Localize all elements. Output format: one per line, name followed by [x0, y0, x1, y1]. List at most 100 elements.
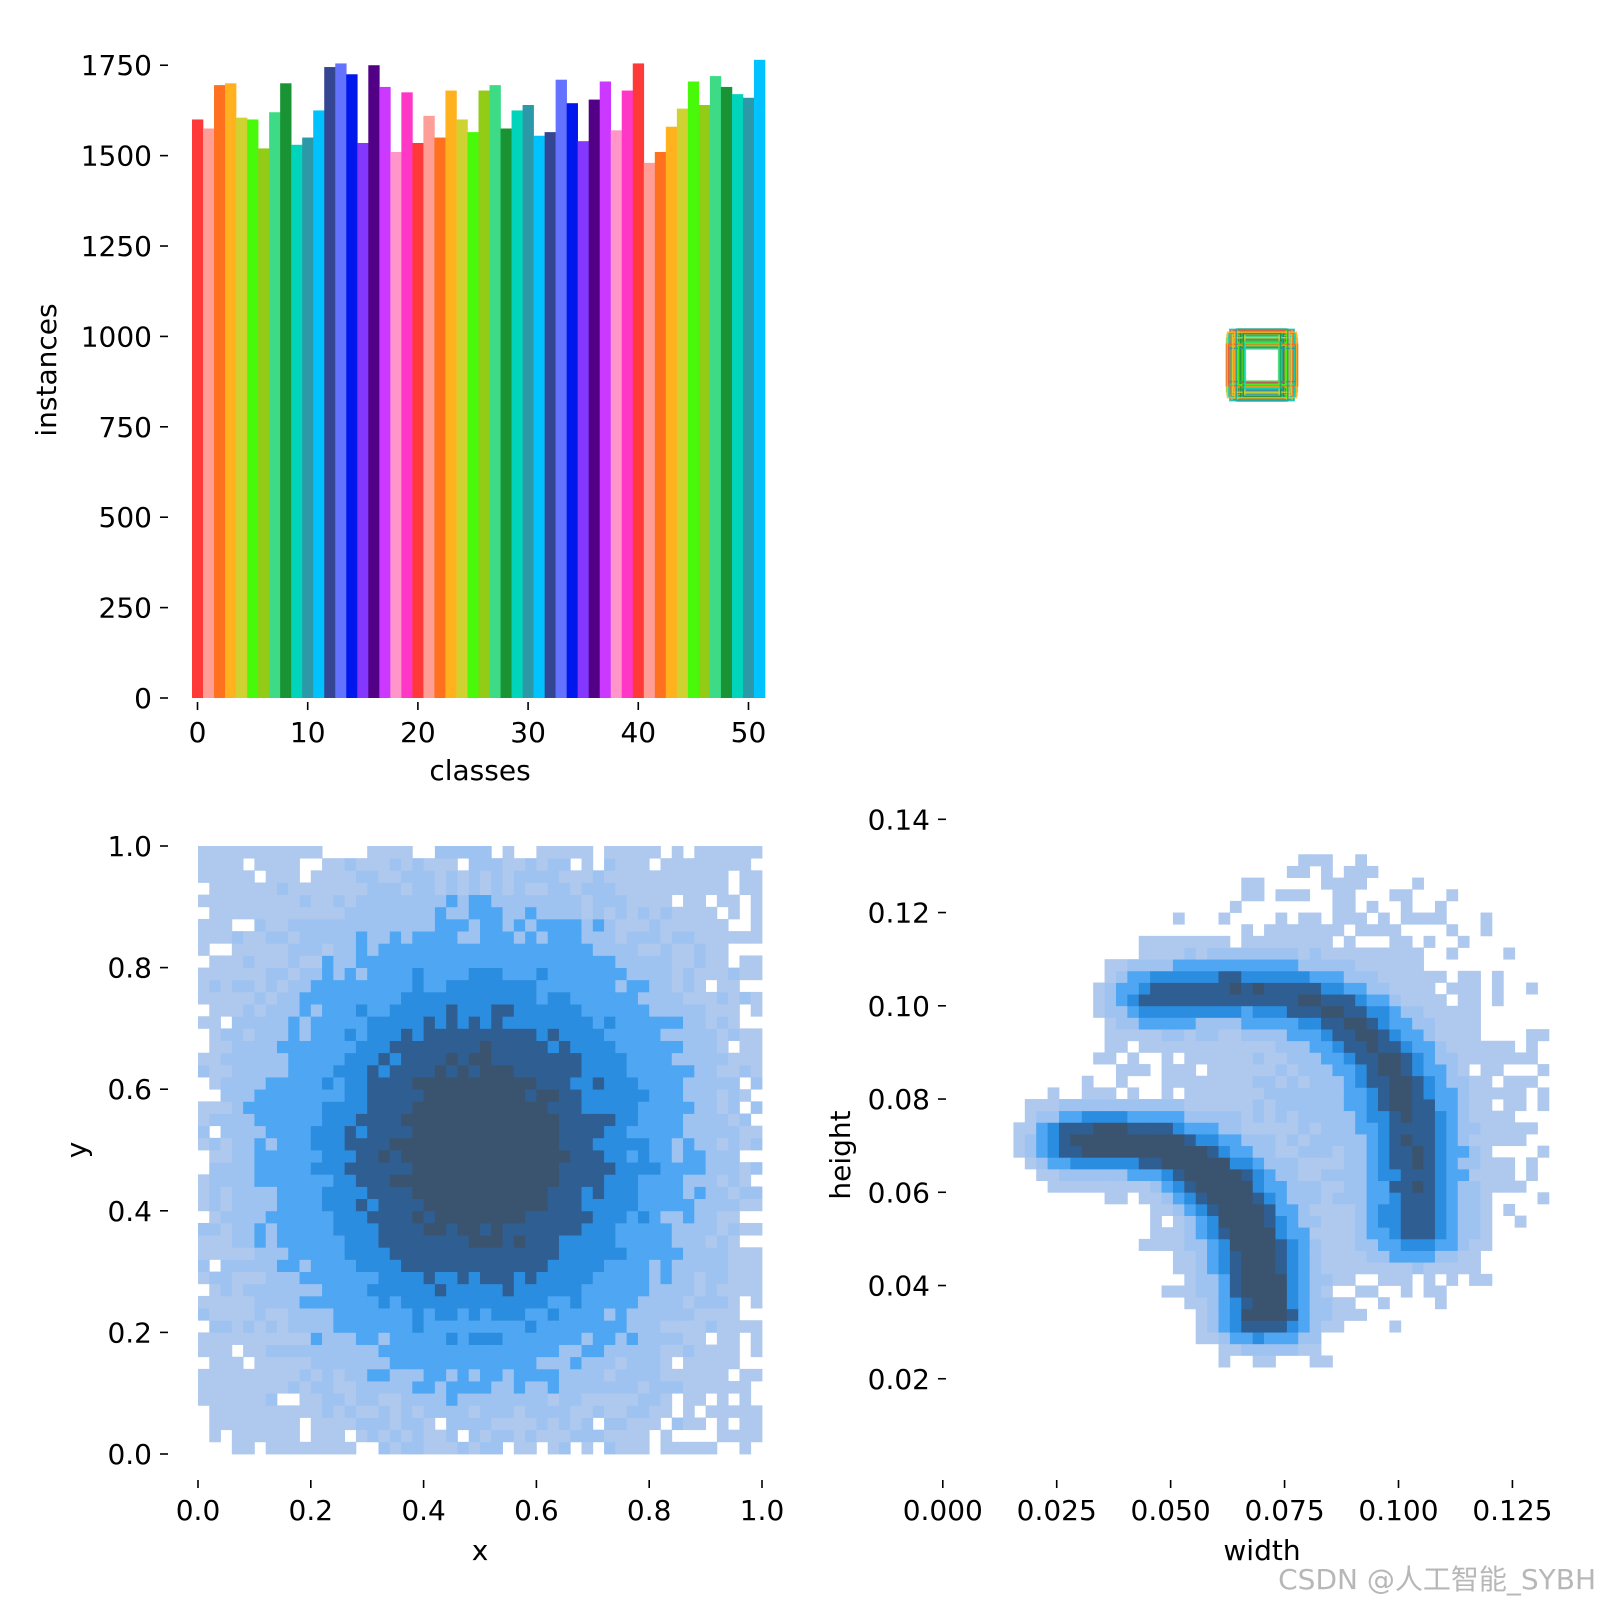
xy-heatmap-cell: [491, 1332, 503, 1345]
xy-heatmap-cell: [592, 943, 605, 956]
wh-heatmap-cell: [1355, 1238, 1367, 1251]
wh-heatmap-cell: [1423, 1238, 1436, 1251]
xy-heatmap-cell: [558, 1101, 571, 1114]
wh-heatmap-cell: [1389, 1087, 1402, 1100]
wh-heatmap-cell: [1286, 982, 1299, 995]
xy-heatmap-cell: [333, 1295, 346, 1309]
wh-heatmap-cell: [1172, 1134, 1185, 1147]
xy-heatmap-cell: [728, 931, 740, 944]
xy-heatmap-cell: [198, 1125, 210, 1139]
xy-heatmap-cell: [446, 1028, 458, 1041]
wh-heatmap-cell: [1275, 1238, 1288, 1251]
xy-heatmap-cell: [649, 1137, 661, 1151]
wh-heatmap-cell: [1036, 1110, 1048, 1123]
xy-heatmap-cell: [592, 1259, 605, 1272]
wh-heatmap-cell: [1229, 1017, 1242, 1030]
xy-heatmap-cell: [468, 1441, 481, 1455]
xy-heatmap-cell: [243, 1308, 255, 1321]
xy-heatmap-cell: [728, 1344, 740, 1358]
wh-heatmap-cell: [1514, 1215, 1527, 1228]
xy-heatmap-cell: [446, 1295, 458, 1309]
wh-heatmap-cell: [1207, 947, 1219, 960]
wh-heatmap-cell: [1491, 1110, 1504, 1123]
xy-heatmap-cell: [683, 1295, 695, 1309]
xy-heatmap-cell: [265, 1150, 278, 1163]
xy-heatmap-cell: [683, 1113, 695, 1127]
wh-heatmap-cell: [1321, 1052, 1333, 1065]
wh-heatmap-cell: [1309, 1099, 1322, 1112]
wh-heatmap-cell: [1275, 1343, 1288, 1356]
wh-heatmap-cell: [1264, 1285, 1276, 1298]
wh-heatmap-cell: [1218, 994, 1231, 1007]
classes-y-tick-label: 1500: [81, 140, 152, 173]
wh-heatmap-cell: [1343, 935, 1356, 948]
wh-heatmap-cell: [1514, 1122, 1527, 1135]
xy-heatmap-cell: [198, 1295, 210, 1309]
wh-heatmap-cell: [1275, 1005, 1288, 1018]
xy-heatmap-cell: [480, 1295, 492, 1309]
xy-heatmap-cell: [728, 858, 740, 871]
xy-heatmap-cell: [457, 1259, 470, 1272]
xy-heatmap-cell: [547, 1222, 560, 1236]
xy-heatmap-cell: [705, 1247, 718, 1260]
wh-heatmap-cell: [1195, 1192, 1208, 1205]
wh-heatmap-cell: [1207, 1075, 1219, 1088]
xy-heatmap-cell: [525, 967, 537, 981]
xy-heatmap-cell: [423, 1441, 436, 1455]
wh-heatmap-cell: [1207, 1145, 1219, 1158]
wh-heatmap-cell: [1332, 1203, 1345, 1216]
xy-heatmap-cell: [660, 1381, 673, 1394]
xy-heatmap-cell: [288, 1028, 300, 1041]
xy-heatmap-cell: [243, 1113, 255, 1127]
xy-heatmap-cell: [276, 1417, 289, 1431]
class-bar: [566, 103, 578, 698]
wh-heatmap-cell: [1275, 1017, 1288, 1030]
xy-heatmap-cell: [276, 1320, 289, 1333]
wh-heatmap-cell: [1480, 1134, 1493, 1147]
wh-heatmap-cell: [1252, 982, 1265, 995]
xy-heatmap-cell: [604, 1210, 616, 1224]
wh-heatmap-cell: [1241, 1052, 1254, 1065]
xy-heatmap-cell: [491, 1247, 503, 1260]
wh-heatmap-cell: [1377, 1075, 1390, 1088]
classes-x-axis: 0 10 20 30 40 50: [189, 702, 766, 749]
xy-heatmap-cell: [502, 846, 515, 859]
wh-heatmap-cell: [1172, 959, 1185, 972]
xy-heatmap-cell: [333, 906, 346, 920]
xy-heatmap-cell: [457, 1077, 470, 1090]
xy-heatmap-cell: [434, 1283, 447, 1297]
xy-heatmap-cell: [694, 967, 706, 981]
xy-heatmap-cell: [401, 1150, 413, 1163]
xy-heatmap-cell: [694, 1198, 706, 1212]
xy-heatmap-cell: [570, 955, 582, 968]
wh-heatmap-cell: [1241, 1238, 1254, 1251]
xy-heatmap-cell: [367, 1137, 379, 1151]
xy-heatmap-cell: [412, 1393, 424, 1406]
xy-heatmap-cell: [604, 1137, 616, 1151]
xy-heatmap-cell: [434, 1393, 447, 1406]
wh-heatmap-cell: [1207, 1168, 1219, 1182]
wh-heatmap-cell: [1343, 1017, 1356, 1030]
xy-heatmap-cell: [355, 1320, 368, 1333]
xy-heatmap-cell: [637, 1162, 650, 1175]
xy-heatmap-cell: [265, 979, 278, 993]
xy-heatmap-cell: [389, 1308, 402, 1321]
wh-heatmap-cell: [1138, 1180, 1151, 1193]
xy-heatmap-cell: [558, 1259, 571, 1272]
wh-heatmap-cell: [1389, 889, 1402, 902]
wh-heatmap-cell: [1207, 1029, 1219, 1042]
wh-heatmap-cell: [1252, 1262, 1265, 1275]
wh-heatmap-cell: [1093, 1157, 1105, 1170]
wh-heatmap-cell: [1309, 1273, 1322, 1286]
xy-heatmap-cell: [310, 1077, 323, 1090]
xy-heatmap-cell: [299, 918, 312, 932]
xy-heatmap-cell: [446, 931, 458, 944]
class-bar: [544, 132, 556, 699]
xy-heatmap-cell: [412, 1271, 424, 1285]
wh-heatmap-cell: [1400, 1145, 1413, 1158]
wh-heatmap-cell: [1241, 1180, 1254, 1193]
xy-heatmap-cell: [671, 870, 684, 883]
xy-heatmap-cell: [265, 1040, 278, 1054]
xy-heatmap-cell: [480, 1113, 492, 1127]
xy-y-tick-label: 0.0: [107, 1438, 152, 1471]
